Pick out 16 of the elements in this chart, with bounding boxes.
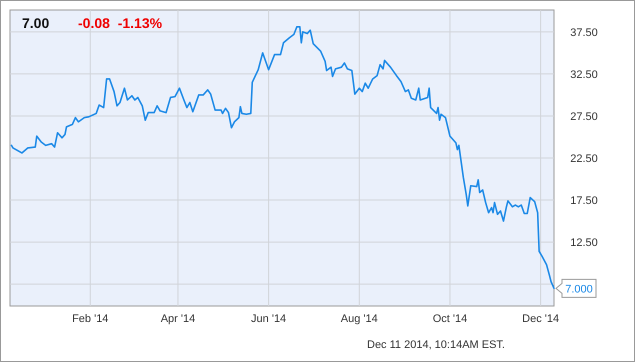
x-tick-label: Oct '14 [432,313,468,325]
x-tick-label: Jun '14 [251,313,286,325]
annotation: 7.000 [565,283,593,296]
y-tick-label: 37.50 [570,26,598,39]
x-tick-label: Dec '14 [522,313,560,325]
y-tick-label: 12.50 [570,237,598,250]
chart-subtitle: -0.08 -1.13% [78,15,163,31]
y-tick-label: 17.50 [570,195,598,208]
text: Dec 11 2014, 10:14AM EST. [367,339,505,351]
x-tick-label: Apr '14 [160,313,196,325]
y-tick-label: 22.50 [570,153,598,165]
y-tick-label: 27.50 [570,110,598,123]
chart-title: 7.00 [22,15,50,31]
y-tick-label: 32.50 [570,68,598,81]
x-tick-label: Aug '14 [340,313,378,325]
x-tick-label: Feb '14 [72,313,108,325]
